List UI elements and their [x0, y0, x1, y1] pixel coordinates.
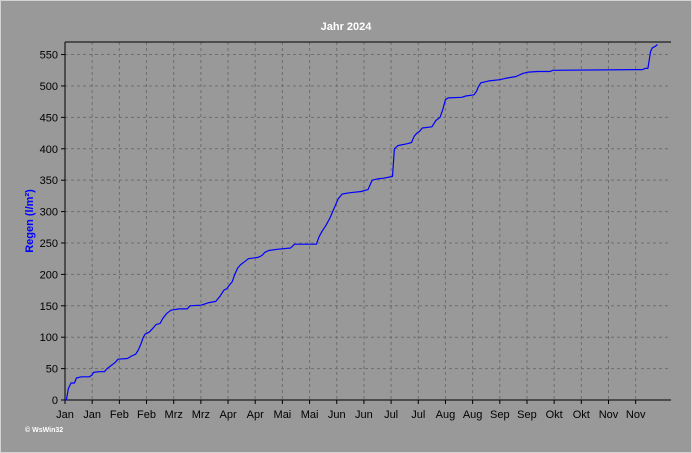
- watermark-label: © WsWin32: [25, 427, 64, 434]
- y-tick-label: 250: [40, 238, 58, 250]
- x-tick-label: Sep: [517, 409, 537, 421]
- y-tick-label: 100: [40, 332, 58, 344]
- x-tick-label: Nov: [599, 409, 619, 421]
- y-tick-label: 400: [40, 144, 58, 156]
- y-tick-label: 50: [46, 364, 58, 376]
- x-tick-label: Apr: [247, 409, 264, 421]
- chart-title: Jahr 2024: [320, 21, 372, 33]
- x-tick-label: Feb: [137, 409, 156, 421]
- x-tick-label: Aug: [463, 409, 483, 421]
- x-tick-label: Jan: [56, 409, 74, 421]
- x-tick-label: Jun: [355, 409, 373, 421]
- x-tick-label: Okt: [573, 409, 590, 421]
- y-tick-label: 0: [52, 395, 58, 407]
- x-tick-label: Apr: [219, 409, 236, 421]
- x-tick-label: Jan: [83, 409, 101, 421]
- rainfall-series-line: [65, 44, 658, 401]
- x-tick-label: Feb: [110, 409, 129, 421]
- y-tick-label: 550: [40, 50, 58, 62]
- y-tick-label: 500: [40, 81, 58, 93]
- x-tick-label: Jul: [411, 409, 425, 421]
- y-tick-label: 350: [40, 175, 58, 187]
- x-tick-label: Aug: [436, 409, 456, 421]
- x-tick-label: Jun: [328, 409, 346, 421]
- y-tick-label: 150: [40, 301, 58, 313]
- x-tick-label: Okt: [546, 409, 563, 421]
- x-tick-label: Mai: [301, 409, 319, 421]
- y-tick-label: 450: [40, 112, 58, 124]
- y-tick-label: 200: [40, 269, 58, 281]
- x-tick-label: Mai: [274, 409, 292, 421]
- x-tick-label: Nov: [626, 409, 646, 421]
- y-tick-label: 300: [40, 207, 58, 219]
- x-tick-label: Mrz: [165, 409, 183, 421]
- x-tick-label: Mrz: [192, 409, 210, 421]
- x-tick-label: Jul: [384, 409, 398, 421]
- x-tick-label: Sep: [490, 409, 510, 421]
